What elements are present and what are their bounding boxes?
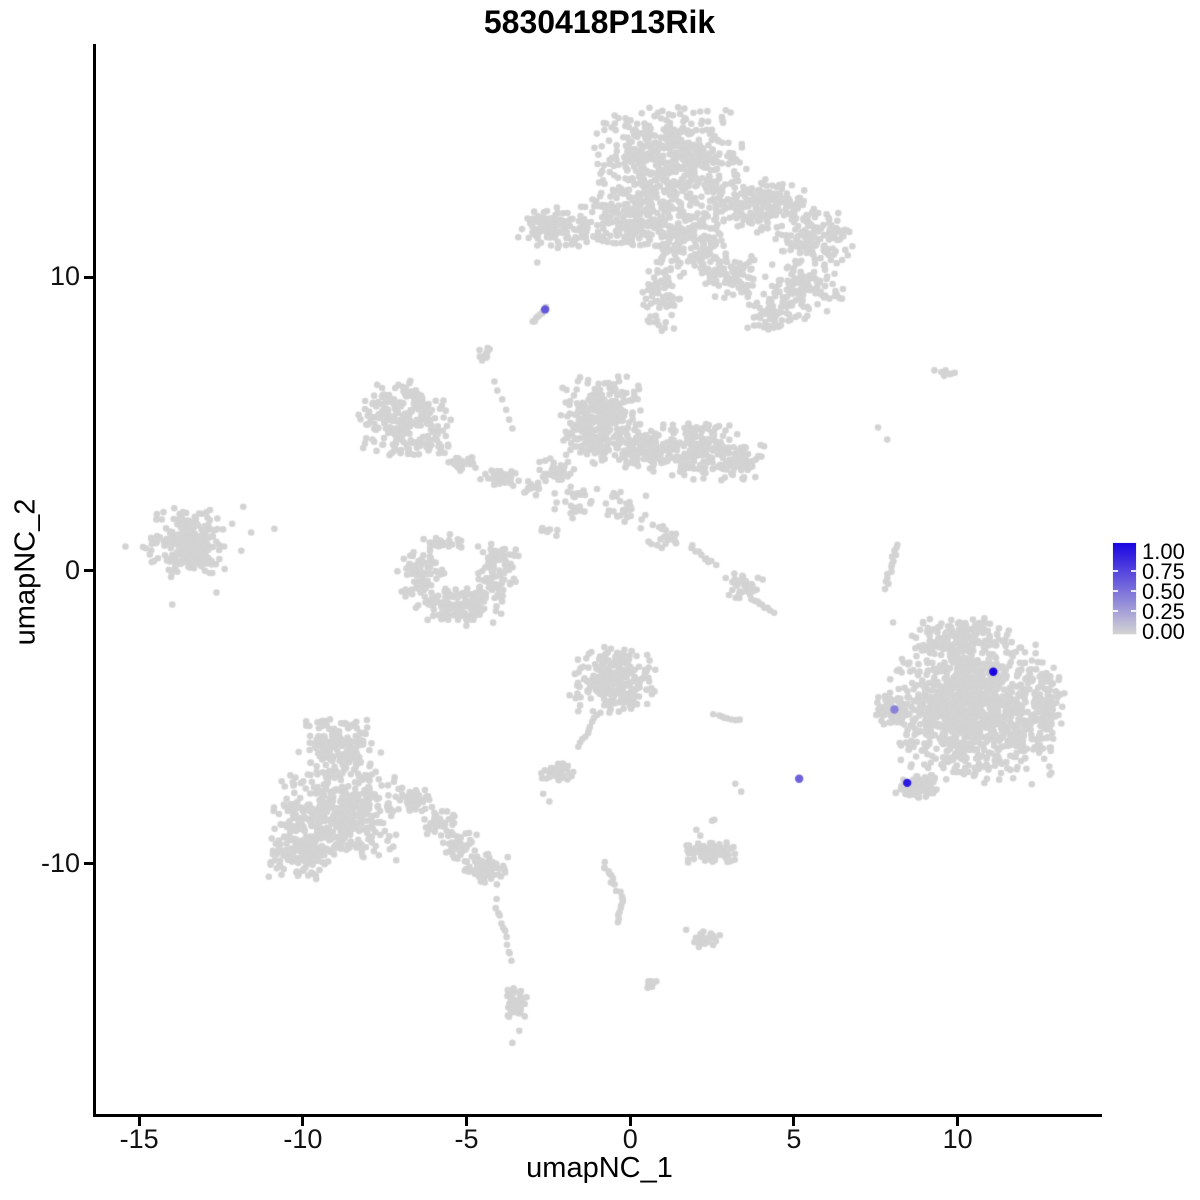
y-tick-mark [84, 862, 93, 866]
x-tick-mark [792, 1117, 796, 1126]
x-tick-mark [137, 1117, 141, 1126]
y-axis-line [93, 44, 96, 1117]
x-tick-label: -10 [283, 1124, 323, 1154]
x-tick-label: -5 [454, 1124, 479, 1154]
legend-label: 0.00 [1142, 619, 1185, 644]
legend-label: 0.25 [1142, 599, 1185, 624]
x-tick-label: 5 [786, 1124, 802, 1154]
x-tick-mark [465, 1117, 469, 1126]
legend-colorbar-tick [1113, 570, 1118, 572]
x-tick-label: -15 [119, 1124, 159, 1154]
x-axis-title: umapNC_1 [526, 1152, 673, 1184]
legend-colorbar-tick [1131, 610, 1136, 612]
legend-label: 1.00 [1142, 539, 1185, 564]
x-axis-line [93, 1114, 1102, 1117]
y-tick-label: 10 [49, 261, 80, 292]
y-tick-label: -10 [40, 847, 80, 878]
y-tick-mark [84, 275, 93, 279]
x-tick-mark [628, 1117, 632, 1126]
y-axis-title: umapNC_2 [9, 498, 42, 646]
legend-colorbar-tick [1113, 590, 1118, 592]
x-tick-mark [301, 1117, 305, 1126]
y-tick-mark [84, 569, 93, 573]
legend-colorbar-tick [1113, 610, 1118, 612]
x-tick-label: 0 [622, 1124, 638, 1154]
legend-label: 0.50 [1142, 579, 1185, 604]
legend-colorbar-tick [1131, 570, 1136, 572]
x-tick-mark [956, 1117, 960, 1126]
legend-colorbar-tick [1131, 590, 1136, 592]
x-tick-label: 10 [942, 1124, 973, 1154]
y-tick-label: 0 [64, 554, 80, 585]
legend-colorbar [1113, 543, 1136, 634]
legend-label: 0.75 [1142, 559, 1185, 584]
